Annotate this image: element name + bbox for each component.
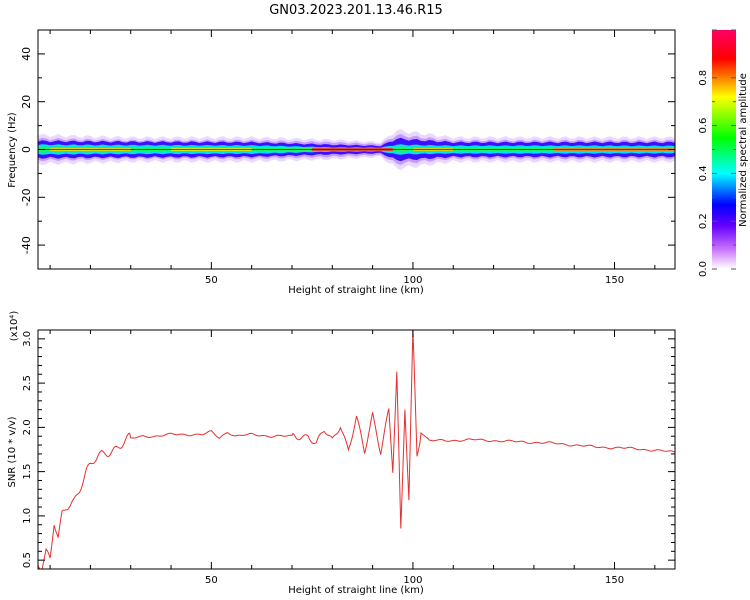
- x-tick-label: 150: [605, 275, 624, 286]
- y-tick-label: 3.0: [22, 331, 33, 347]
- y-tick-label: 0.5: [22, 552, 33, 568]
- spectrogram-y-axis: -40 -20 0 20 40: [20, 29, 675, 270]
- colorbar-tick-label: 0.4: [698, 165, 709, 181]
- spectrogram-x-axis: 50 100 150: [49, 30, 656, 286]
- x-tick-label: 100: [403, 275, 422, 286]
- snr-x-label: Height of straight line (km): [288, 585, 424, 596]
- colorbar-ticks: 0.0 0.2 0.4 0.6 0.8: [698, 29, 736, 277]
- spectrogram-x-label: Height of straight line (km): [288, 285, 424, 296]
- spectrogram-band: [38, 128, 675, 171]
- snr-x-axis: 50 100 150: [49, 330, 656, 586]
- x-tick-label: 150: [605, 575, 624, 586]
- colorbar-tick-label: 0.2: [698, 213, 709, 229]
- snr-y-axis: 0.5 1.0 1.5 2.0 2.5 3.0: [22, 331, 675, 568]
- snr-panel: 50 100 150 0.5 1.0 1.5 2.0 2.5 3.0 Height of st…: [7, 311, 676, 596]
- colorbar: 0.0 0.2 0.4 0.6 0.8 Normalized spectral ampl…: [698, 29, 749, 277]
- colorbar-tick-label: 0.8: [698, 70, 709, 86]
- y-tick-label: 40: [20, 47, 33, 61]
- spectrogram-panel: 50 100 150 -40 -20 0 20 40 Height of straight …: [7, 29, 676, 296]
- y-tick-label: 2.5: [22, 375, 33, 391]
- colorbar-tick-label: 0.0: [698, 261, 709, 277]
- colorbar-tick-label: 0.6: [698, 118, 709, 134]
- snr-y-scale-label: (x10⁴): [9, 311, 20, 342]
- x-tick-label: 50: [205, 275, 218, 286]
- spectrogram-y-label: Frequency (Hz): [7, 112, 18, 188]
- y-tick-label: 20: [20, 95, 33, 109]
- snr-y-label: SNR (10 * v/v): [7, 416, 18, 487]
- y-tick-label: -20: [20, 188, 33, 206]
- x-tick-label: 100: [403, 575, 422, 586]
- figure-title: GN03.2023.201.13.46.R15: [269, 3, 443, 18]
- y-tick-label: 2.0: [22, 419, 33, 435]
- colorbar-label: Normalized spectral amplitude: [738, 73, 749, 227]
- y-tick-label: -40: [20, 236, 33, 254]
- y-tick-label: 0: [20, 146, 33, 153]
- y-tick-label: 1.0: [22, 508, 33, 524]
- colorbar-gradient: [712, 30, 736, 269]
- y-tick-label: 1.5: [22, 464, 33, 480]
- x-tick-label: 50: [205, 575, 218, 586]
- snr-frame: [37, 329, 676, 570]
- snr-series-line: [38, 330, 675, 569]
